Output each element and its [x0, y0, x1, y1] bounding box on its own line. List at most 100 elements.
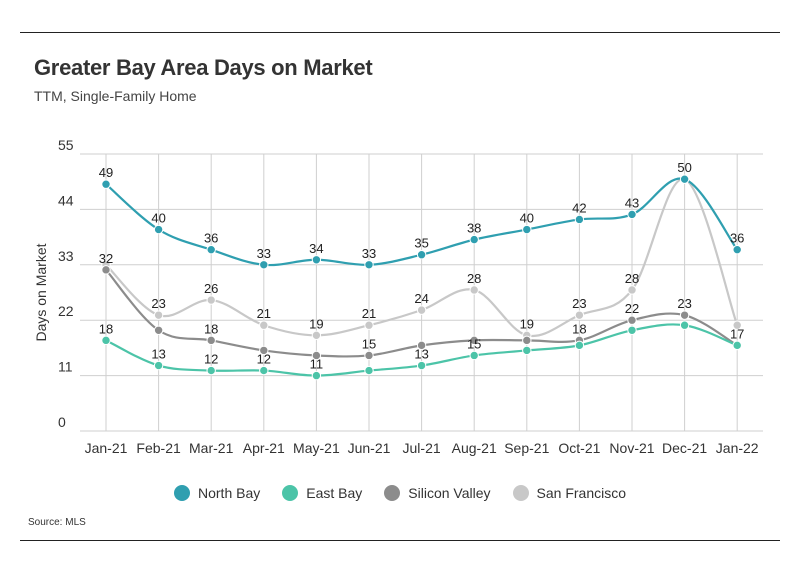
data-label-san-francisco: 21	[257, 306, 271, 321]
chart-subtitle: TTM, Single-Family Home	[34, 88, 197, 104]
data-label-east-bay: 15	[467, 336, 481, 351]
data-label-north-bay: 33	[362, 246, 376, 261]
legend-label-north-bay: North Bay	[198, 485, 261, 501]
data-point-north-bay	[311, 255, 322, 265]
x-tick-label: Mar-21	[189, 440, 234, 456]
legend-item-san-francisco: San Francisco	[512, 485, 626, 501]
data-point-silicon-valley	[311, 350, 322, 361]
data-point-north-bay	[522, 224, 532, 235]
data-point-silicon-valley	[469, 335, 479, 346]
data-point-east-bay	[259, 365, 269, 376]
legend-label-silicon-valley: Silicon Valley	[408, 485, 491, 501]
legend-item-north-bay: North Bay	[174, 485, 260, 501]
data-point-silicon-valley	[627, 315, 637, 325]
data-label-east-bay: 12	[257, 352, 271, 367]
data-label-san-francisco: 23	[151, 296, 165, 311]
data-point-north-bay	[153, 224, 164, 235]
data-point-north-bay	[364, 260, 374, 270]
data-point-silicon-valley	[101, 265, 111, 275]
data-label-san-francisco: 19	[309, 316, 323, 331]
data-point-north-bay	[627, 209, 637, 220]
data-label-north-bay: 33	[257, 246, 271, 261]
data-point-san-francisco	[416, 305, 427, 315]
x-tick-label: Oct-21	[558, 440, 600, 456]
data-label-north-bay: 36	[204, 231, 218, 246]
data-point-san-francisco	[206, 295, 216, 305]
legend-swatch-san-francisco	[512, 485, 529, 501]
data-point-east-bay	[416, 360, 427, 371]
data-point-silicon-valley	[522, 335, 532, 346]
data-label-north-bay: 34	[309, 241, 323, 256]
x-tick-label: Apr-21	[243, 440, 285, 456]
legend-label-east-bay: East Bay	[306, 485, 363, 501]
data-label-east-bay: 18	[99, 321, 113, 336]
data-point-silicon-valley	[259, 345, 269, 356]
data-label-san-francisco: 23	[572, 296, 586, 311]
data-point-north-bay	[574, 214, 585, 225]
data-label-east-bay: 13	[414, 347, 428, 362]
data-label-north-bay: 49	[99, 165, 113, 180]
data-point-san-francisco	[469, 285, 479, 295]
chart-title: Greater Bay Area Days on Market	[34, 55, 373, 80]
data-point-north-bay	[469, 234, 479, 245]
data-label-east-bay: 13	[151, 347, 165, 362]
data-point-east-bay	[732, 340, 742, 351]
x-tick-label: Nov-21	[609, 440, 654, 456]
x-tick-label: May-21	[293, 440, 340, 456]
legend-swatch-north-bay	[174, 485, 190, 501]
data-point-san-francisco	[259, 320, 269, 330]
data-point-east-bay	[627, 325, 637, 335]
legend-item-silicon-valley: Silicon Valley	[384, 485, 491, 501]
data-label-north-bay: 38	[467, 221, 481, 236]
data-point-silicon-valley	[153, 325, 164, 335]
y-axis-title: Days on Market	[33, 243, 49, 341]
y-tick-label: 0	[58, 414, 66, 430]
data-point-east-bay	[101, 335, 111, 346]
data-point-east-bay	[311, 370, 322, 381]
data-label-north-bay: 40	[520, 211, 534, 226]
x-tick-label: Jul-21	[403, 440, 441, 456]
data-point-silicon-valley	[679, 310, 690, 320]
data-label-san-francisco: 26	[204, 281, 218, 296]
data-point-san-francisco	[311, 330, 322, 341]
data-label-silicon-valley: 18	[204, 321, 218, 336]
y-tick-label: 11	[58, 359, 73, 375]
top-rule	[20, 32, 780, 33]
y-tick-label: 55	[58, 137, 74, 153]
data-label-north-bay: 36	[730, 231, 744, 246]
data-label-north-bay: 43	[625, 195, 639, 210]
data-point-silicon-valley	[364, 350, 374, 361]
data-label-san-francisco: 28	[467, 271, 481, 286]
chart-legend: North Bay East Bay Silicon Valley San Franc…	[0, 485, 800, 501]
bottom-rule	[20, 540, 780, 541]
data-point-east-bay	[522, 345, 532, 356]
data-label-north-bay: 50	[677, 160, 691, 175]
data-label-san-francisco: 24	[414, 291, 428, 306]
data-point-east-bay	[679, 320, 690, 330]
data-label-silicon-valley: 15	[362, 336, 376, 351]
data-label-north-bay: 35	[414, 236, 428, 251]
data-point-east-bay	[153, 360, 164, 371]
data-label-silicon-valley: 23	[677, 296, 691, 311]
legend-item-east-bay: East Bay	[282, 485, 362, 501]
data-label-north-bay: 40	[151, 211, 165, 226]
line-chart: 0 11 22 33 44 55 Jan-21 Feb-21 Mar-21 Apr-21 May-2…	[33, 137, 763, 456]
x-tick-label: Jan-21	[85, 440, 128, 456]
data-label-san-francisco: 28	[625, 271, 639, 286]
data-point-east-bay	[469, 350, 479, 361]
data-label-san-francisco: 21	[362, 306, 376, 321]
y-tick-label: 44	[58, 192, 74, 208]
source-note: Source: MLS	[28, 517, 86, 528]
data-point-silicon-valley	[416, 340, 427, 351]
data-point-silicon-valley	[206, 335, 216, 346]
data-point-north-bay	[206, 244, 216, 255]
data-point-north-bay	[732, 244, 742, 255]
data-label-silicon-valley: 17	[730, 326, 744, 341]
data-point-east-bay	[206, 365, 216, 376]
data-point-north-bay	[259, 260, 269, 270]
data-point-east-bay	[574, 340, 585, 351]
data-point-north-bay	[101, 179, 111, 189]
x-tick-label: Aug-21	[452, 440, 497, 456]
data-point-north-bay	[416, 250, 427, 260]
data-label-silicon-valley: 22	[625, 301, 639, 316]
